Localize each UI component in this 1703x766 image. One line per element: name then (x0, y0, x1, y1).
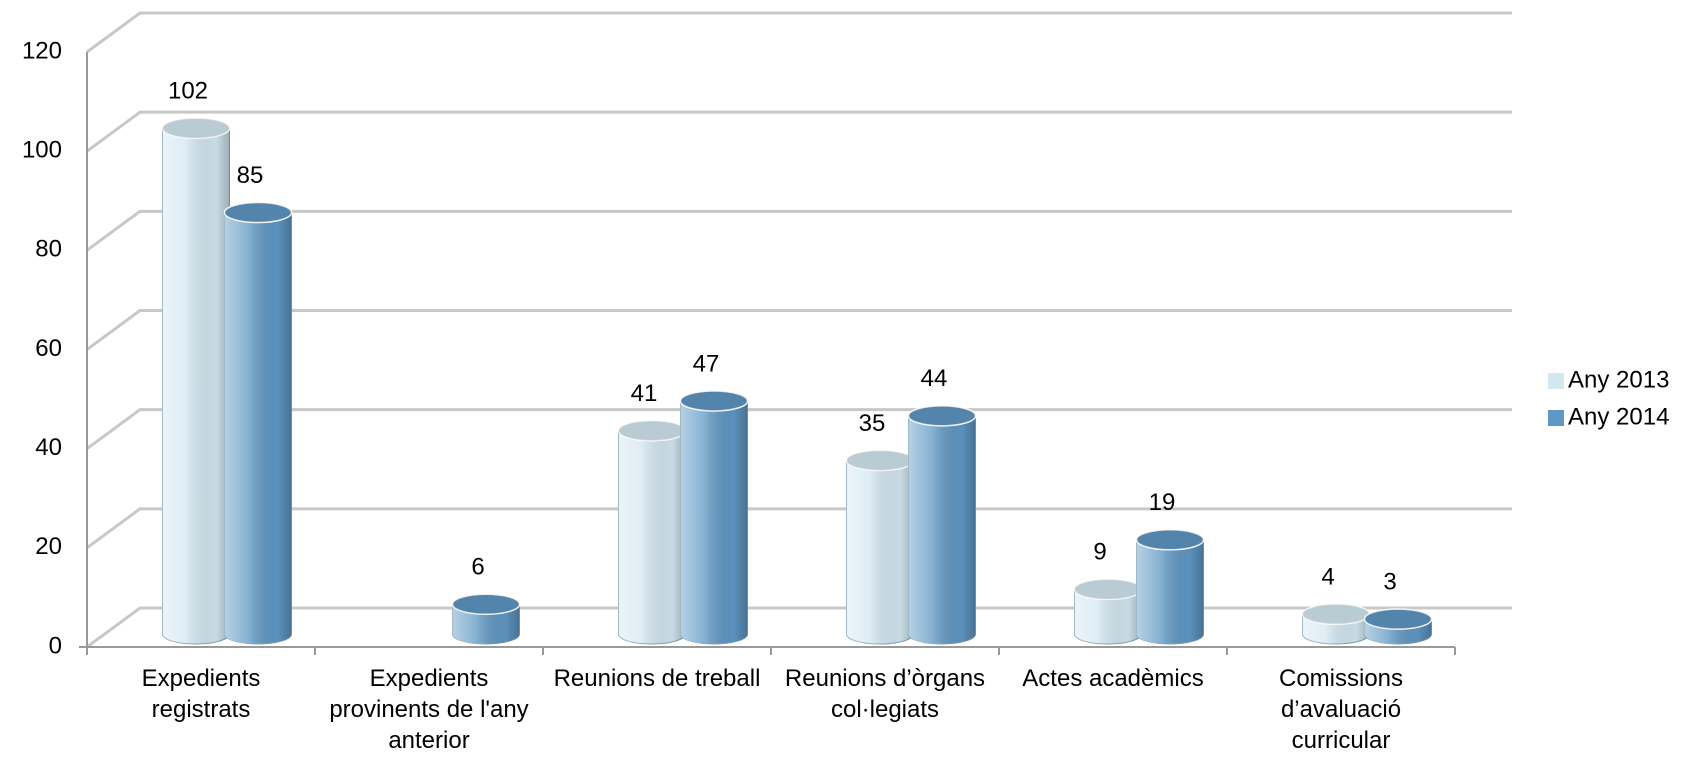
y-tick-label: 40 (35, 434, 62, 461)
value-label: 3 (1383, 568, 1396, 595)
bar-shade (908, 415, 976, 644)
value-label: 19 (1149, 489, 1176, 516)
x-tick-label: Reunions d’òrgans col·legiats (784, 665, 986, 723)
bar (1363, 608, 1433, 645)
bar-top (679, 390, 749, 412)
y-tick-label: 20 (35, 533, 62, 560)
bar (161, 117, 231, 645)
y-tick-label: 80 (35, 236, 62, 263)
value-label: 47 (693, 350, 720, 377)
bar-top-shade (680, 390, 748, 411)
grid-line (86, 110, 1512, 153)
bar (1301, 603, 1371, 645)
bar (679, 390, 749, 645)
bar-top-shade (846, 450, 914, 471)
value-label: 35 (859, 410, 886, 437)
value-label: 85 (237, 162, 264, 189)
grid-line (86, 408, 1512, 450)
bar-top-shade (908, 405, 976, 426)
bar (845, 449, 915, 645)
bar-shade (1136, 539, 1204, 644)
bar-shade (618, 430, 686, 644)
y-tick-label: 120 (22, 37, 62, 64)
bar (451, 593, 521, 645)
bar (907, 405, 977, 645)
y-tick-label: 60 (35, 335, 62, 362)
x-tick-label: Expedients provinents de l'any anterior (329, 665, 529, 754)
bar-shade (1074, 589, 1142, 644)
value-label: 41 (631, 380, 658, 407)
bar-top (1363, 608, 1433, 630)
grid-line (86, 209, 1512, 252)
legend-label: Any 2014 (1568, 403, 1669, 430)
bar-top-shade (452, 594, 520, 615)
bar-top (161, 117, 231, 139)
bar-top (907, 405, 977, 427)
bar (1135, 529, 1205, 645)
bar-shade (846, 460, 914, 644)
legend-swatch (1548, 410, 1564, 426)
grid-line (86, 309, 1512, 351)
x-tick-label-box: Reunions d’òrgans col·legiats (784, 665, 986, 723)
x-tick-label: Comissions d’avaluació curricular (1278, 665, 1404, 754)
bar (223, 201, 293, 645)
bar-top-shade (1074, 579, 1142, 600)
bar-top-shade (1136, 529, 1204, 550)
value-label: 6 (471, 554, 484, 581)
bar-shade (680, 400, 748, 644)
bar (617, 419, 687, 645)
bar-top-shade (618, 420, 686, 441)
bar-top (1135, 529, 1205, 551)
x-tick-label-box: Expedients registrats (141, 665, 261, 723)
legend-label: Any 2013 (1568, 366, 1669, 393)
bar-shade (224, 212, 292, 644)
legend-swatch (1548, 373, 1564, 389)
grid-line (86, 606, 1512, 649)
y-tick-label: 0 (49, 632, 62, 659)
value-label: 4 (1321, 564, 1334, 591)
value-label: 9 (1093, 539, 1106, 566)
y-tick-label: 100 (22, 137, 62, 164)
bar (1073, 578, 1143, 645)
grid-line (86, 507, 1512, 550)
x-tick-label-box: Reunions de treball (553, 665, 761, 692)
x-tick-label: Expedients registrats (141, 665, 261, 723)
bar-top (223, 201, 293, 224)
bar-top-shade (1364, 609, 1432, 630)
x-tick-label-box: Expedients provinents de l'any anterior (329, 665, 529, 754)
x-tick-label: Reunions de treball (553, 665, 761, 692)
value-label: 102 (168, 78, 208, 105)
bar-top (451, 593, 521, 615)
value-label: 44 (921, 365, 948, 392)
x-tick-label-box: Actes acadèmics (1022, 665, 1204, 692)
bar-shade (162, 128, 230, 644)
x-tick-label: Actes acadèmics (1022, 665, 1204, 692)
grid-line (86, 11, 1512, 54)
bar-top-shade (1302, 604, 1370, 625)
bar-top-shade (162, 118, 230, 139)
bar-top-shade (224, 202, 292, 223)
x-tick-label-box: Comissions d’avaluació curricular (1278, 665, 1404, 754)
bar-shade (452, 604, 520, 644)
